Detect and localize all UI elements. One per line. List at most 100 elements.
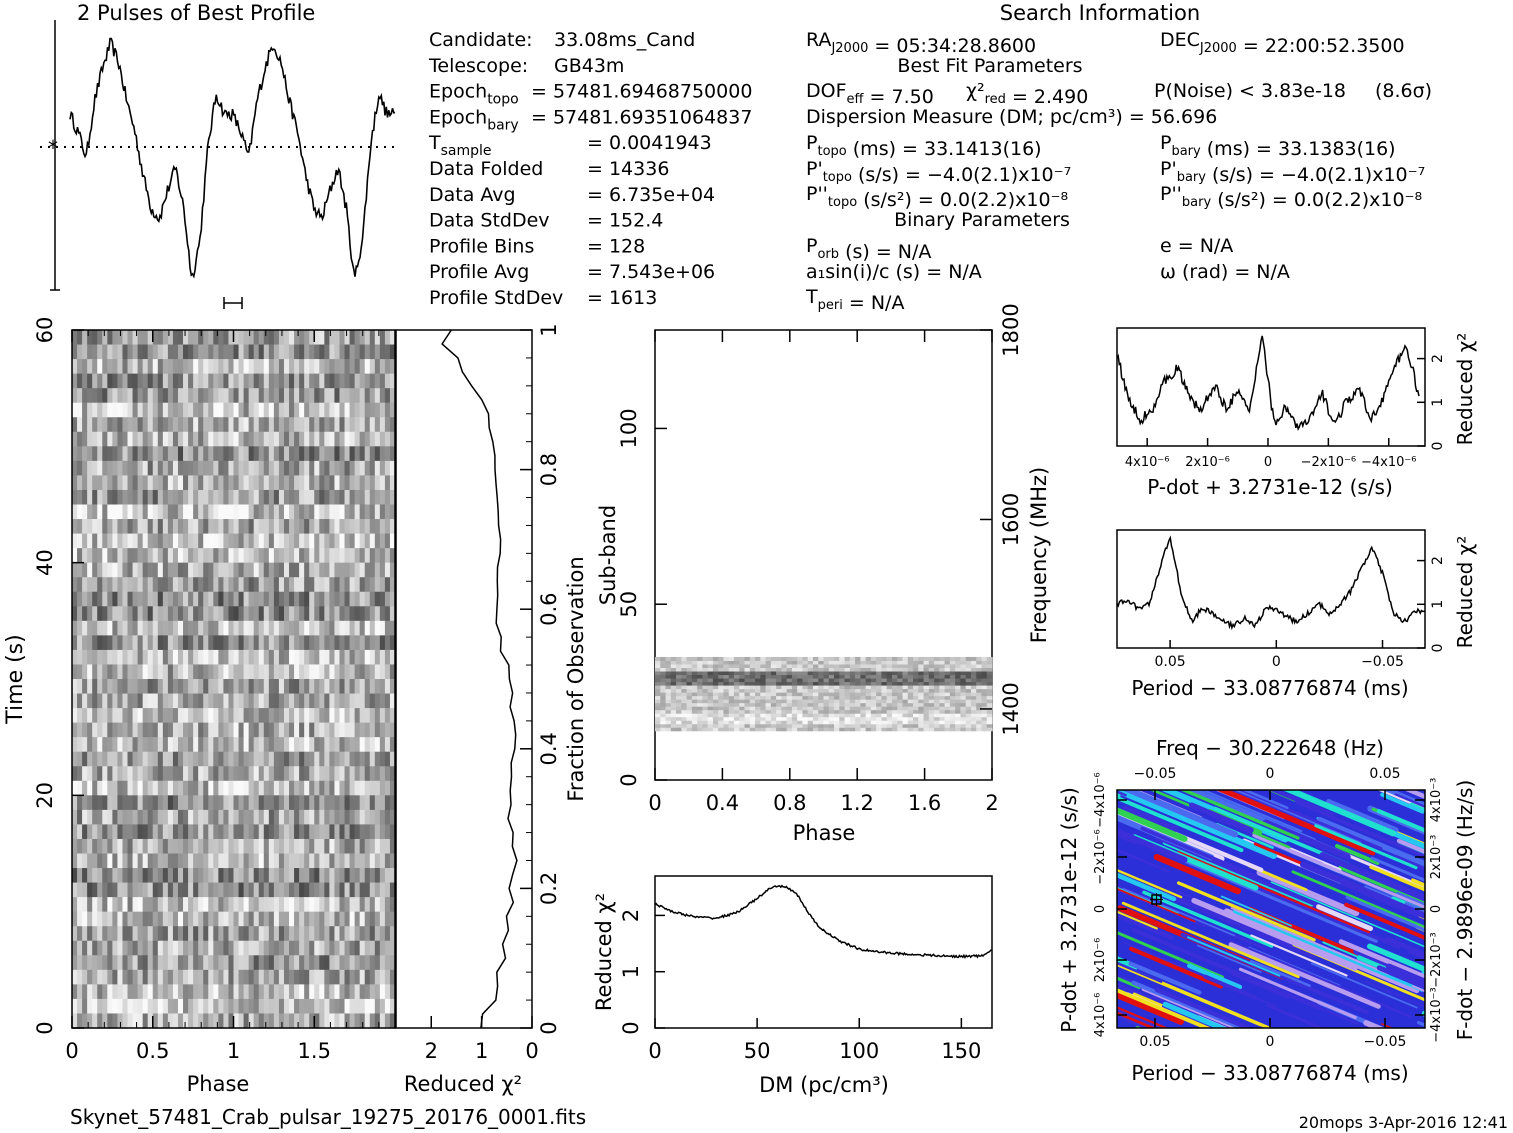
heatmap-cell (354, 460, 361, 477)
heatmap-cell (384, 940, 391, 956)
heatmap-cell (203, 489, 209, 506)
heatmap-cell (107, 853, 113, 869)
heatmap-cell (107, 809, 113, 826)
heatmap-cell (92, 940, 98, 956)
heatmap-cell (681, 660, 688, 665)
heatmap-cell (193, 664, 199, 680)
heatmap-cell (273, 940, 280, 956)
heatmap-cell (223, 809, 230, 826)
heatmap-cell (902, 713, 909, 718)
heatmap-cell (965, 692, 972, 697)
heatmap-cell (167, 708, 174, 724)
heatmap-cell (309, 926, 315, 942)
heatmap-cell (765, 663, 772, 668)
heatmap-cell (258, 577, 265, 593)
heatmap-cell (728, 685, 735, 690)
heatmap-cell (389, 577, 396, 593)
heatmap-cell (907, 720, 914, 725)
heatmap-cell (364, 998, 371, 1015)
heatmap-cell (828, 709, 835, 714)
heatmap-cell (660, 702, 667, 707)
heatmap-cell (349, 460, 356, 477)
heatmap-cell (723, 663, 730, 668)
heatmap-cell (902, 663, 909, 668)
heatmap-cell (309, 649, 315, 666)
heatmap-cell (702, 660, 709, 665)
heatmap-cell (389, 824, 396, 840)
heatmap-cell (389, 693, 396, 709)
heatmap-cell (755, 727, 761, 732)
heatmap-cell (213, 838, 219, 855)
heatmap-cell (122, 868, 129, 884)
heatmap-cell (162, 882, 169, 898)
heatmap-cell (183, 373, 189, 389)
heatmap-cell (77, 475, 83, 491)
heatmap-cell (349, 344, 356, 360)
heatmap-cell (112, 838, 119, 855)
heatmap-cell (329, 417, 336, 433)
heatmap-cell (213, 824, 219, 840)
heatmap-cell (72, 824, 78, 840)
heatmap-cell (923, 695, 930, 700)
heatmap-cell (686, 727, 693, 732)
heatmap-cell (324, 926, 330, 942)
heatmap-cell (87, 693, 93, 709)
heatmap-cell (283, 708, 290, 724)
heatmap-cell (324, 984, 330, 1000)
heatmap-cell (112, 737, 119, 753)
heatmap-cell (309, 795, 315, 811)
heatmap-cell (384, 446, 391, 462)
heatmap-cell (177, 664, 184, 680)
heatmap-cell (334, 388, 341, 404)
heatmap-cell (127, 548, 134, 564)
heatmap-cell (364, 548, 371, 564)
heatmap-cell (334, 998, 341, 1015)
heatmap-cell (97, 649, 103, 666)
heatmap-cell (823, 702, 830, 707)
heatmap-cell (369, 606, 376, 622)
heatmap-cell (334, 868, 341, 884)
heatmap-cell (228, 766, 235, 782)
heatmap-cell (228, 853, 235, 869)
heatmap-cell (344, 955, 351, 971)
heatmap-cell (712, 688, 719, 693)
heatmap-cell (117, 431, 124, 447)
heatmap-cell (258, 882, 265, 898)
heatmap-cell (198, 577, 204, 593)
heatmap-streak (1256, 869, 1360, 917)
heatmap-cell (665, 667, 672, 672)
heatmap-cell (263, 693, 270, 709)
heatmap-cell (744, 695, 751, 700)
heatmap-cell (142, 868, 149, 884)
heatmap-cell (177, 635, 184, 651)
heatmap-streak (1117, 956, 1143, 971)
heatmap-cell (87, 330, 93, 346)
heatmap-cell (314, 838, 320, 855)
heatmap-cell (349, 969, 356, 985)
heatmap-cell (955, 660, 961, 665)
heatmap-cell (765, 671, 772, 676)
heatmap-cell (319, 591, 325, 607)
heatmap-cell (208, 504, 214, 520)
heatmap-cell (97, 693, 103, 709)
heatmap-cell (213, 998, 219, 1015)
heatmap-cell (823, 692, 830, 697)
heatmap-cell (253, 679, 260, 695)
heatmap-cell (791, 681, 798, 686)
heatmap-cell (157, 766, 164, 782)
heatmap-cell (299, 475, 305, 491)
heatmap-cell (349, 838, 356, 855)
heatmap-cell (844, 709, 851, 714)
heatmap-cell (87, 838, 93, 855)
heatmap-cell (324, 809, 330, 826)
heatmap-cell (137, 431, 144, 447)
heatmap-cell (304, 926, 310, 942)
heatmap-cell (860, 688, 867, 693)
heatmap-cell (324, 533, 330, 549)
heatmap-cell (655, 727, 661, 732)
heatmap-cell (976, 681, 982, 686)
heatmap-cell (198, 664, 204, 680)
heatmap-cell (681, 678, 688, 683)
heatmap-cell (294, 722, 300, 738)
heatmap-cell (697, 695, 703, 700)
